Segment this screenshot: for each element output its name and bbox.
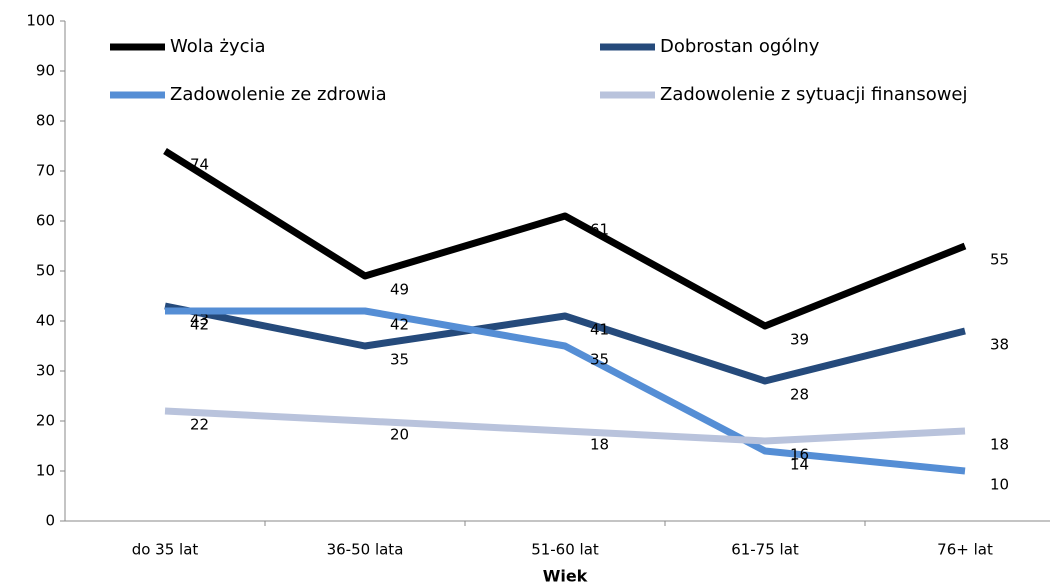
series-line: [163, 148, 967, 330]
legend-label: Wola życia: [170, 36, 266, 57]
x-tick-label: 76+ lat: [937, 541, 993, 559]
x-tick-label: 61-75 lat: [731, 541, 799, 559]
x-tick-label: 36-50 lata: [327, 541, 404, 559]
data-label: 22: [190, 416, 209, 434]
y-tick-label: 10: [36, 462, 55, 480]
series-line: [165, 307, 966, 475]
legend-label: Zadowolenie z sytuacji finansowej: [660, 84, 968, 105]
data-label: 35: [590, 351, 609, 369]
y-tick-label: 100: [26, 12, 55, 30]
data-label: 28: [790, 386, 809, 404]
data-label: 49: [390, 281, 409, 299]
data-label: 14: [790, 456, 809, 474]
data-label: 39: [790, 331, 809, 349]
y-tick-label: 0: [45, 512, 55, 530]
data-label: 10: [990, 476, 1009, 494]
data-label: 55: [990, 251, 1009, 269]
data-label: 41: [590, 321, 609, 339]
data-label: 42: [190, 316, 209, 334]
data-label: 35: [390, 351, 409, 369]
y-tick-label: 30: [36, 362, 55, 380]
data-label: 38: [990, 336, 1009, 354]
data-label: 42: [390, 316, 409, 334]
y-tick-label: 70: [36, 162, 55, 180]
x-tick-label: do 35 lat: [132, 541, 199, 559]
data-label: 18: [590, 436, 609, 454]
y-tick-label: 20: [36, 412, 55, 430]
data-label: 74: [190, 156, 209, 174]
x-axis-label: Wiek: [543, 567, 588, 586]
legend-label: Dobrostan ogólny: [660, 36, 820, 57]
y-tick-label: 80: [36, 112, 55, 130]
data-label: 43: [190, 311, 209, 329]
series-line: [164, 302, 966, 385]
series-line: [164, 407, 966, 445]
data-label: 18: [990, 436, 1009, 454]
y-tick-label: 90: [36, 62, 55, 80]
data-label: 20: [390, 426, 409, 444]
legend-label: Zadowolenie ze zdrowia: [170, 84, 387, 105]
x-tick-label: 51-60 lat: [531, 541, 599, 559]
y-tick-label: 60: [36, 212, 55, 230]
y-tick-label: 50: [36, 262, 55, 280]
data-label: 16: [790, 446, 809, 464]
data-label: 61: [590, 221, 609, 239]
y-tick-label: 40: [36, 312, 55, 330]
